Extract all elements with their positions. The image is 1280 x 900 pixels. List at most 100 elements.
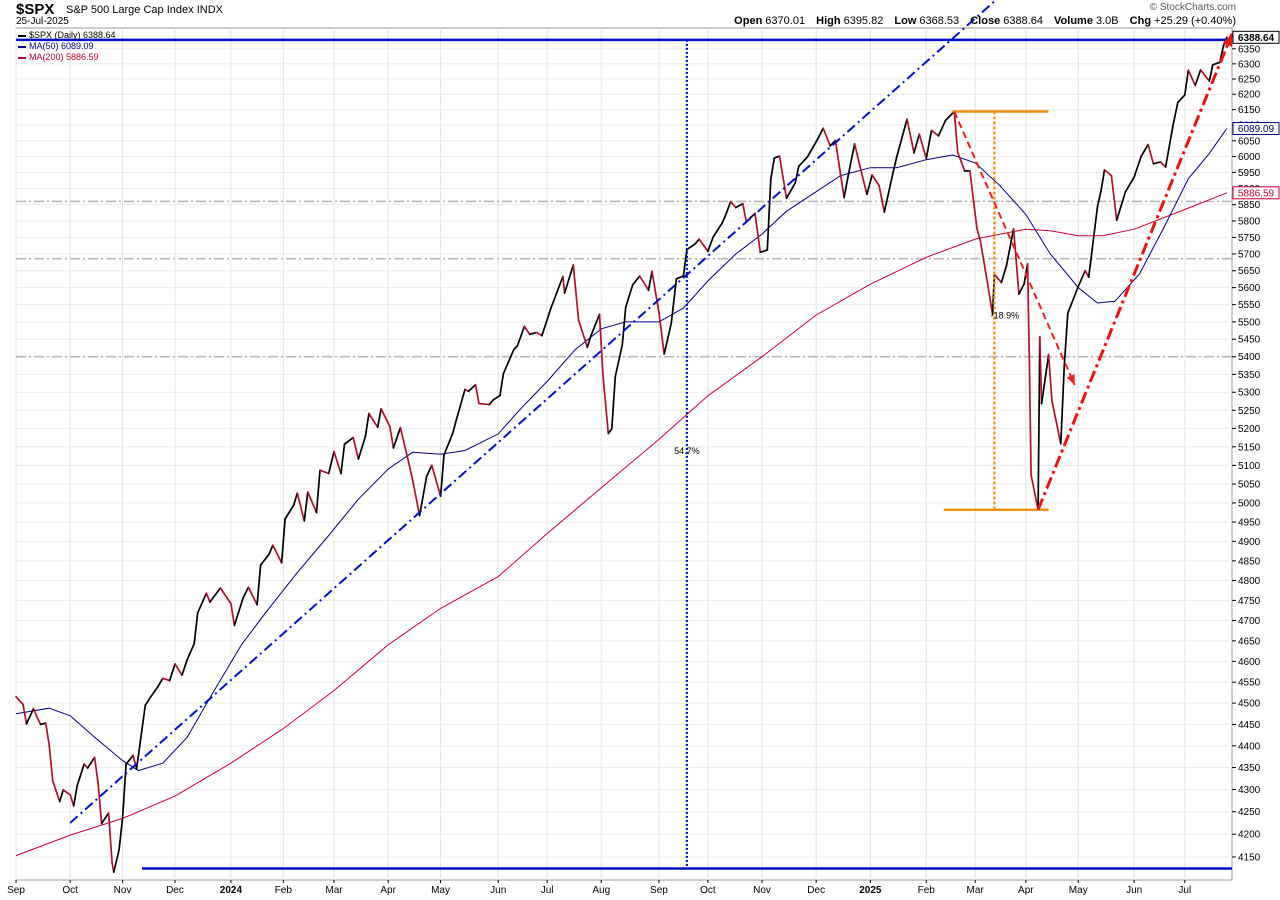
x-tick-label: Dec (166, 885, 184, 896)
price-segment (866, 174, 873, 196)
price-segment (1183, 69, 1190, 96)
price-segment (1037, 335, 1041, 511)
price-segment (675, 275, 685, 280)
x-tick-label: Apr (1018, 885, 1034, 896)
y-tick-label: 4700 (1238, 616, 1261, 627)
price-segment (502, 348, 515, 375)
y-tick-label: 5850 (1238, 200, 1261, 211)
price-segment (682, 248, 688, 277)
price-segment (707, 236, 714, 253)
price-segment (343, 436, 355, 446)
price-segment (32, 707, 38, 718)
price-segment (22, 703, 28, 725)
y-tick-label: 6300 (1238, 59, 1261, 70)
price-tag-box (1232, 122, 1280, 136)
price-segment (1208, 63, 1214, 82)
price-segment (125, 754, 134, 765)
y-tick-label: 4200 (1238, 830, 1261, 841)
price-segment (280, 518, 286, 564)
open-value: 6370.01 (765, 15, 806, 27)
price-segment (58, 789, 65, 803)
y-tick-label: 6150 (1238, 105, 1261, 116)
price-segment (766, 178, 772, 251)
price-segment (586, 335, 592, 349)
exchange-text: INDX (196, 4, 223, 16)
legend-item-ma50: MA(50) 6089.09 (18, 41, 116, 52)
price-segment (259, 552, 271, 566)
y-tick-label: 4300 (1238, 785, 1261, 796)
price-segment (797, 156, 809, 168)
price-segment (144, 696, 152, 707)
price-segment (607, 427, 613, 435)
x-tick-label: Feb (918, 885, 936, 896)
price-segment (944, 110, 956, 122)
price-segment (62, 789, 72, 796)
uptrend-line (69, 0, 998, 824)
price-segment (86, 756, 96, 769)
chart-legend: $SPX (Daily) 6388.64 MA(50) 6089.09 MA(2… (18, 30, 116, 63)
x-tick-label: 2025 (859, 885, 882, 896)
price-tag-box (1232, 30, 1280, 44)
price-segment (25, 707, 35, 725)
price-segment (815, 127, 825, 143)
price-segment (478, 402, 491, 406)
price-segment (1100, 169, 1106, 192)
downtrend-arrowhead (1066, 374, 1075, 386)
legend-item-spx: $SPX (Daily) 6388.64 (18, 30, 116, 41)
price-segment (773, 155, 781, 159)
y-tick-label: 5650 (1238, 266, 1261, 277)
legend-swatch (18, 56, 26, 59)
y-tick-label: 5350 (1238, 370, 1261, 381)
y-tick-label: 4750 (1238, 596, 1261, 607)
x-tick-label: May (431, 885, 450, 896)
price-tag-box (1232, 186, 1280, 200)
price-segment (993, 273, 1003, 284)
chg-label: Chg (1129, 15, 1152, 27)
y-tick-label: 6250 (1238, 74, 1261, 85)
ohlc-readout: Open 6370.01 High 6395.82 Low 6368.53 Close… (734, 15, 1236, 27)
x-tick-label: May (1069, 885, 1088, 896)
price-segment (631, 275, 641, 286)
x-tick-label: Nov (753, 885, 771, 896)
recovery-arrowhead (1222, 33, 1233, 47)
chart-date: 25-Jul-2025 (16, 16, 69, 27)
y-tick-label: 5450 (1238, 335, 1261, 346)
y-tick-label: 4650 (1238, 636, 1261, 647)
stockcharts-brand[interactable]: © StockCharts.com (1149, 2, 1236, 13)
price-segment (352, 436, 360, 460)
price-segment (406, 455, 414, 481)
y-tick-label: 5750 (1238, 233, 1261, 244)
price-segment (196, 592, 208, 614)
price-segment (698, 238, 709, 253)
price-tag-label: 6089.09 (1238, 124, 1275, 135)
y-tick-label: 5400 (1238, 352, 1261, 363)
price-segment (598, 313, 604, 377)
legend-swatch (18, 34, 26, 37)
price-segment (614, 343, 624, 378)
legend-label: MA(200) 5886.59 (29, 52, 99, 62)
price-segment (333, 450, 342, 475)
price-segment (112, 848, 120, 873)
price-segment (1028, 356, 1032, 476)
price-segment (1133, 155, 1142, 178)
y-tick-label: 5250 (1238, 406, 1261, 417)
price-segment (1124, 176, 1136, 193)
x-tick-label: Sep (7, 885, 25, 896)
percent-annotation: 54.7% (674, 446, 700, 456)
price-segment (1047, 353, 1053, 403)
low-label: Low (894, 15, 917, 27)
price-segment (69, 793, 75, 807)
price-segment (895, 118, 908, 159)
y-tick-label: 5200 (1238, 424, 1261, 435)
legend-label: $SPX (Daily) 6388.64 (29, 30, 116, 40)
y-tick-label: 5050 (1238, 480, 1261, 491)
price-segment (621, 306, 627, 346)
price-segment (834, 139, 845, 199)
close-value: 6388.64 (1003, 15, 1043, 27)
y-tick-label: 4550 (1238, 678, 1261, 689)
price-segment (451, 419, 458, 435)
price-segment (247, 586, 258, 606)
price-segment (969, 170, 978, 230)
high-value: 6395.82 (843, 15, 884, 27)
